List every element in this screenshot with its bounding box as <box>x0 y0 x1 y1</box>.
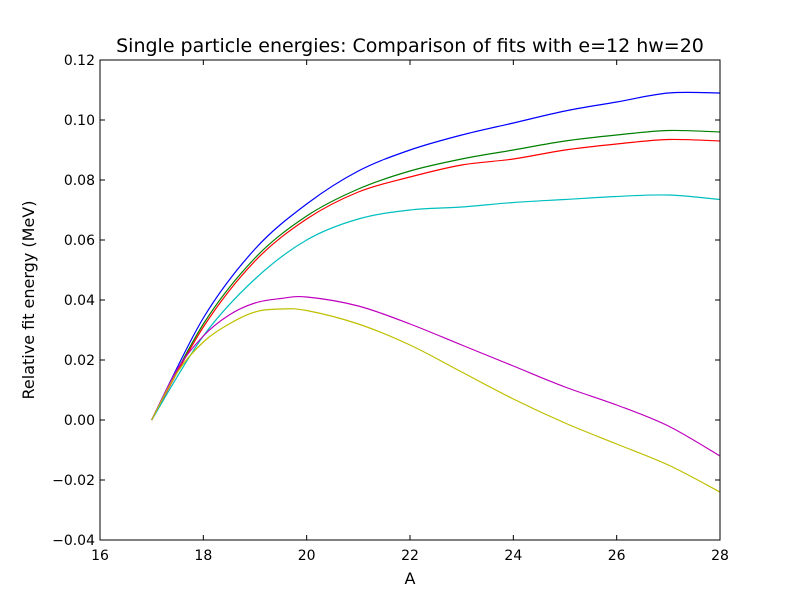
y-tick-label: 0.12 <box>64 53 95 69</box>
x-tick-label: 22 <box>401 548 419 564</box>
x-tick-label: 26 <box>608 548 626 564</box>
y-axis-label: Relative fit energy (MeV) <box>19 201 38 400</box>
x-tick-label: 18 <box>194 548 212 564</box>
series-line-2 <box>151 129 721 421</box>
chart-title: Single particle energies: Comparison of … <box>116 35 704 57</box>
y-tick-label: 0.08 <box>64 173 95 189</box>
x-tick-label: 20 <box>298 548 316 564</box>
x-tick-label: 16 <box>91 548 109 564</box>
x-axis-label: A <box>405 569 416 588</box>
y-tick-label: −0.04 <box>52 533 95 549</box>
y-tick-label: −0.02 <box>52 473 95 489</box>
series-line-5 <box>151 295 721 457</box>
plot-frame <box>99 59 721 541</box>
series-line-4 <box>151 194 721 421</box>
y-tick-label: 0.04 <box>64 293 95 309</box>
y-tick-label: 0.00 <box>64 413 95 429</box>
y-tick-label: 0.02 <box>64 353 95 369</box>
series-layer <box>151 91 721 493</box>
series-line-3 <box>151 138 721 421</box>
x-tick-label: 28 <box>711 548 729 564</box>
series-line-6 <box>151 308 721 493</box>
series-line-1 <box>151 91 721 421</box>
y-tick-label: 0.06 <box>64 233 95 249</box>
x-tick-label: 24 <box>504 548 522 564</box>
y-tick-label: 0.10 <box>64 113 95 129</box>
tick-layer: 16 18 20 22 24 26 28 −0.04 −0.02 0.00 0.02 0.04 0.06… <box>52 53 729 564</box>
